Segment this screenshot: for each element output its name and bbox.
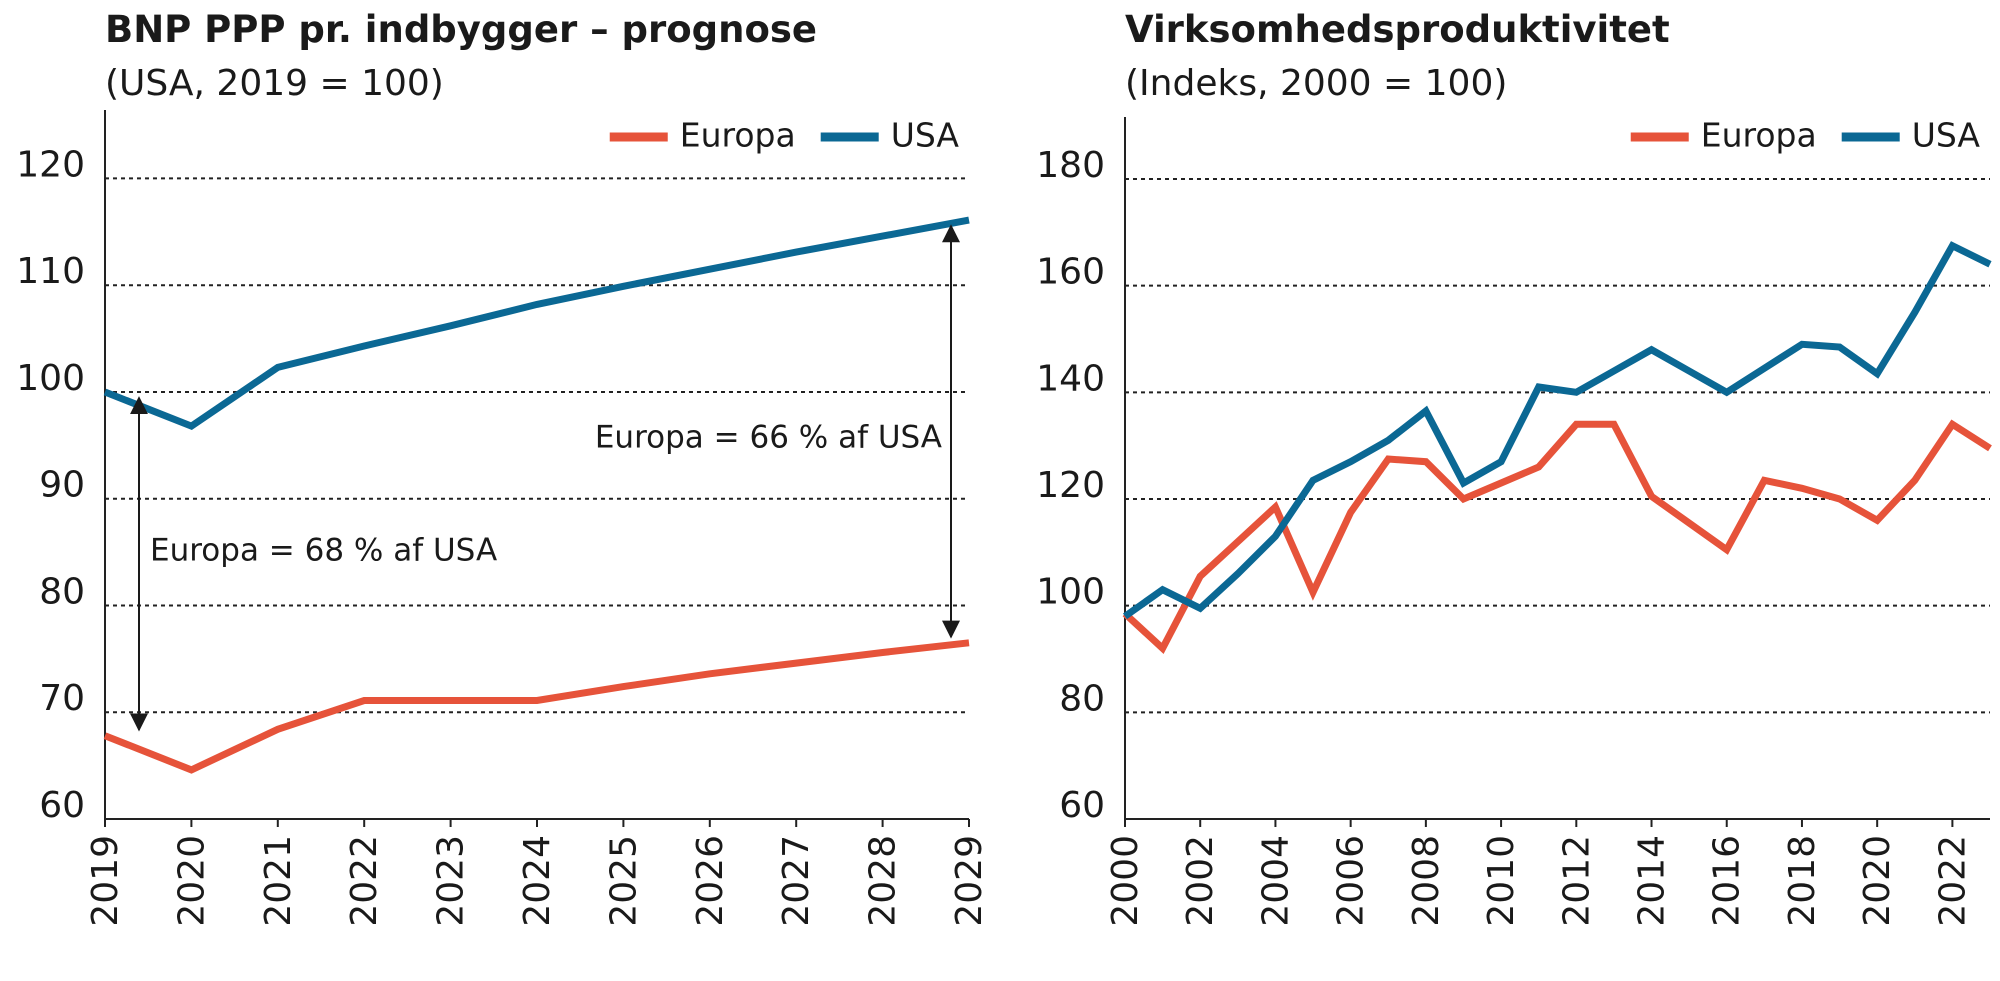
x-tick-label: 2028 — [863, 835, 904, 927]
x-tick-label: 2023 — [431, 835, 472, 927]
y-tick-label: 180 — [1036, 145, 1105, 186]
y-tick-label: 80 — [39, 571, 85, 612]
x-tick-label: 2010 — [1481, 835, 1522, 927]
x-tick-label: 2019 — [85, 835, 126, 927]
x-tick-label: 2002 — [1180, 835, 1221, 927]
y-tick-label: 110 — [16, 251, 85, 292]
series-line — [103, 216, 970, 431]
annotation: Europa = 68 % af USA — [150, 533, 497, 569]
x-tick-label: 2000 — [1105, 835, 1146, 927]
y-tick-label: 60 — [1059, 785, 1105, 826]
chart-subtitle: (Indeks, 2000 = 100) — [1125, 63, 1507, 104]
legend-label: Europa — [680, 116, 796, 155]
legend-label: USA — [891, 116, 960, 155]
x-tick-label: 2008 — [1406, 835, 1447, 927]
y-tick-label: 60 — [39, 785, 85, 826]
x-tick-label: 2016 — [1707, 835, 1748, 927]
y-tick-label: 160 — [1036, 252, 1105, 293]
legend-label: Europa — [1701, 116, 1817, 155]
x-tick-label: 2020 — [1857, 835, 1898, 927]
series-line — [103, 639, 970, 774]
x-tick-label: 2025 — [603, 835, 644, 927]
y-tick-label: 70 — [39, 678, 85, 719]
x-tick-label: 2027 — [776, 835, 817, 927]
x-tick-label: 2021 — [258, 835, 299, 927]
x-tick-label: 2029 — [949, 835, 990, 927]
chart-title: Virksomhedsproduktivitet — [1125, 8, 1670, 51]
annotation: Europa = 66 % af USA — [595, 420, 942, 456]
y-tick-label: 140 — [1036, 358, 1105, 399]
y-tick-label: 120 — [16, 144, 85, 185]
y-tick-label: 90 — [39, 465, 85, 506]
x-tick-label: 2018 — [1782, 835, 1823, 927]
legend-label: USA — [1912, 116, 1981, 155]
x-tick-label: 2012 — [1556, 835, 1597, 927]
x-tick-label: 2006 — [1331, 835, 1372, 927]
chart-title: BNP PPP pr. indbygger – prognose — [105, 8, 817, 51]
y-tick-label: 120 — [1036, 465, 1105, 506]
y-tick-label: 100 — [16, 358, 85, 399]
series-line — [1122, 241, 1992, 620]
chart-subtitle: (USA, 2019 = 100) — [105, 63, 444, 104]
x-tick-label: 2026 — [690, 835, 731, 927]
series-line — [1122, 419, 1992, 654]
x-tick-label: 2022 — [344, 835, 385, 927]
x-tick-label: 2020 — [171, 835, 212, 927]
x-tick-label: 2004 — [1255, 835, 1296, 927]
y-tick-label: 80 — [1059, 678, 1105, 719]
x-tick-label: 2022 — [1932, 835, 1973, 927]
x-tick-label: 2014 — [1632, 835, 1673, 927]
y-tick-label: 100 — [1036, 572, 1105, 613]
x-tick-label: 2024 — [517, 835, 558, 927]
